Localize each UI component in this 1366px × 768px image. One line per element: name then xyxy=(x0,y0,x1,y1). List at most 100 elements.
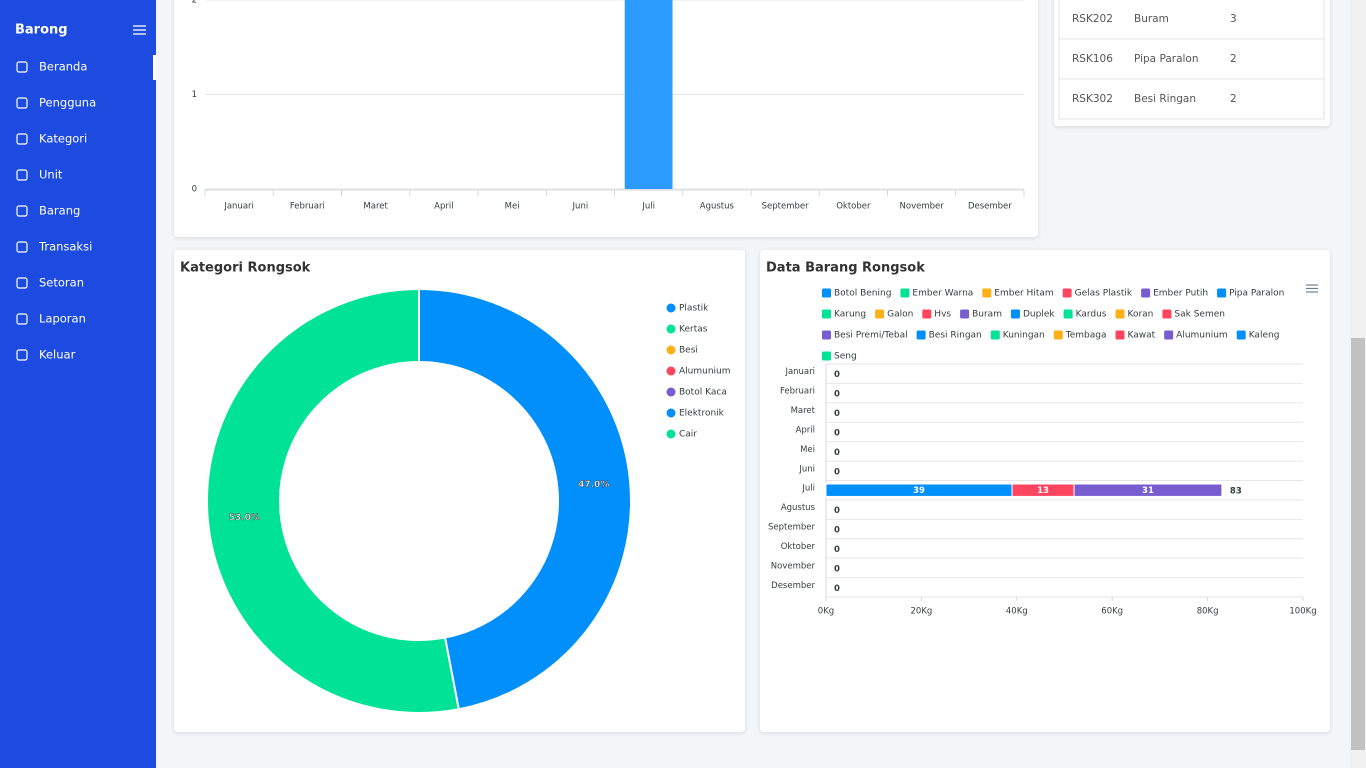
legend-marker xyxy=(666,303,676,313)
bar-segment xyxy=(1073,483,1223,497)
bar xyxy=(624,0,673,189)
legend-label[interactable]: Kaleng xyxy=(1249,331,1280,341)
legend-label[interactable]: Plastik xyxy=(679,304,709,314)
legend-label[interactable]: Seng xyxy=(834,352,857,362)
legend-label[interactable]: Tembaga xyxy=(1065,331,1107,341)
table-cell: RSK302 xyxy=(1072,93,1113,105)
y-tick-label: Desember xyxy=(771,581,815,591)
x-tick-label: Juni xyxy=(572,202,589,212)
x-tick-label: 40Kg xyxy=(1006,607,1028,617)
legend-label[interactable]: Kawat xyxy=(1128,331,1156,341)
total-label: 0 xyxy=(834,448,840,458)
data-label: 53.0% xyxy=(229,513,260,523)
legend-marker xyxy=(1063,309,1073,319)
chart-menu[interactable] xyxy=(1306,284,1318,293)
menu-item[interactable]: Kategori xyxy=(39,132,87,146)
data-label: 13 xyxy=(1037,486,1049,496)
legend-label[interactable]: Besi Ringan xyxy=(929,331,982,341)
menu-toggle[interactable] xyxy=(133,25,146,35)
legend-marker xyxy=(666,366,676,376)
legend-label[interactable]: Pipa Paralon xyxy=(1229,289,1284,299)
table-cell: RSK202 xyxy=(1072,13,1113,25)
total-label: 0 xyxy=(834,390,840,400)
total-label: 0 xyxy=(834,370,840,380)
card-title: Kategori Rongsok xyxy=(180,261,311,276)
legend-marker xyxy=(666,429,676,439)
menu-icon xyxy=(16,169,28,181)
menu-icon xyxy=(16,349,28,361)
legend-label[interactable]: Galon xyxy=(887,310,913,320)
menu-icon xyxy=(16,205,28,217)
x-tick-label: 20Kg xyxy=(911,607,933,617)
data-label: 31 xyxy=(1142,486,1154,496)
y-tick-label: Januari xyxy=(784,367,815,377)
total-label: 0 xyxy=(834,564,840,574)
y-tick-label: Februari xyxy=(780,387,815,397)
legend-label[interactable]: Koran xyxy=(1128,310,1154,320)
menu-icon xyxy=(16,133,28,145)
legend-marker xyxy=(666,324,676,334)
legend-marker xyxy=(1217,288,1227,298)
y-tick-label: Oktober xyxy=(781,542,816,552)
legend-label[interactable]: Kertas xyxy=(679,325,708,335)
x-tick-label: 80Kg xyxy=(1197,607,1219,617)
legend-label[interactable]: Gelas Plastik xyxy=(1075,289,1133,299)
legend-label[interactable]: Kuningan xyxy=(1003,331,1045,341)
x-tick-label: April xyxy=(434,202,453,212)
legend-label[interactable]: Cair xyxy=(679,430,697,440)
y-tick-label: November xyxy=(771,561,816,571)
legend-label[interactable]: Alumunium xyxy=(1176,331,1228,341)
x-tick-label: Agustus xyxy=(700,202,735,212)
legend-label[interactable]: Buram xyxy=(972,310,1002,320)
menu-item[interactable]: Keluar xyxy=(39,348,76,362)
menu-item[interactable]: Barang xyxy=(39,204,80,218)
legend-label[interactable]: Duplek xyxy=(1023,310,1055,320)
x-tick-label: September xyxy=(762,202,809,212)
legend-label[interactable]: Besi xyxy=(679,346,698,356)
menu-item[interactable]: Laporan xyxy=(39,312,86,326)
legend-marker xyxy=(875,309,885,319)
total-label: 0 xyxy=(834,428,840,438)
x-tick-label: Juli xyxy=(641,202,655,212)
scrollbar-thumb[interactable] xyxy=(1351,338,1365,750)
legend-marker xyxy=(1115,309,1125,319)
total-label: 0 xyxy=(834,545,840,555)
legend-label[interactable]: Botol Bening xyxy=(834,289,891,299)
card xyxy=(1054,0,1330,126)
menu-item[interactable]: Unit xyxy=(39,168,63,182)
table-cell: Pipa Paralon xyxy=(1134,53,1199,65)
card xyxy=(174,0,1038,237)
table-border xyxy=(1058,0,1325,120)
menu-item[interactable]: Beranda xyxy=(39,60,87,74)
legend-label[interactable]: Karung xyxy=(834,310,866,320)
table-cell: 2 xyxy=(1230,53,1237,65)
legend-marker xyxy=(822,330,831,340)
menu-item[interactable]: Pengguna xyxy=(39,96,96,110)
legend-marker xyxy=(1236,330,1246,340)
legend-label[interactable]: Ember Putih xyxy=(1153,289,1208,299)
legend-marker xyxy=(822,309,831,319)
legend-label[interactable]: Kardus xyxy=(1076,310,1107,320)
table-cell: 2 xyxy=(1230,93,1237,105)
legend-marker xyxy=(982,288,992,298)
menu-icon xyxy=(16,97,28,109)
legend-label[interactable]: Ember Warna xyxy=(912,289,973,299)
legend-label[interactable]: Ember Hitam xyxy=(994,289,1053,299)
legend-marker xyxy=(666,408,676,418)
legend-label[interactable]: Botol Kaca xyxy=(679,388,727,398)
legend-marker xyxy=(1141,288,1151,298)
menu-item[interactable]: Setoran xyxy=(39,276,84,290)
legend-label[interactable]: Sak Semen xyxy=(1174,310,1225,320)
legend-marker xyxy=(1053,330,1063,340)
legend-label[interactable]: Besi Premi/Tebal xyxy=(834,331,908,341)
active-indicator xyxy=(153,55,156,80)
legend-label[interactable]: Alumunium xyxy=(679,367,731,377)
legend-label[interactable]: Hvs xyxy=(934,310,951,320)
brand[interactable]: Barong xyxy=(15,23,68,38)
legend-label[interactable]: Elektronik xyxy=(679,409,725,419)
menu-item[interactable]: Transaksi xyxy=(38,240,92,254)
legend-marker xyxy=(822,351,831,361)
table-cell: Besi Ringan xyxy=(1134,93,1196,105)
legend-marker xyxy=(1115,330,1125,340)
data-label: 39 xyxy=(913,486,925,496)
